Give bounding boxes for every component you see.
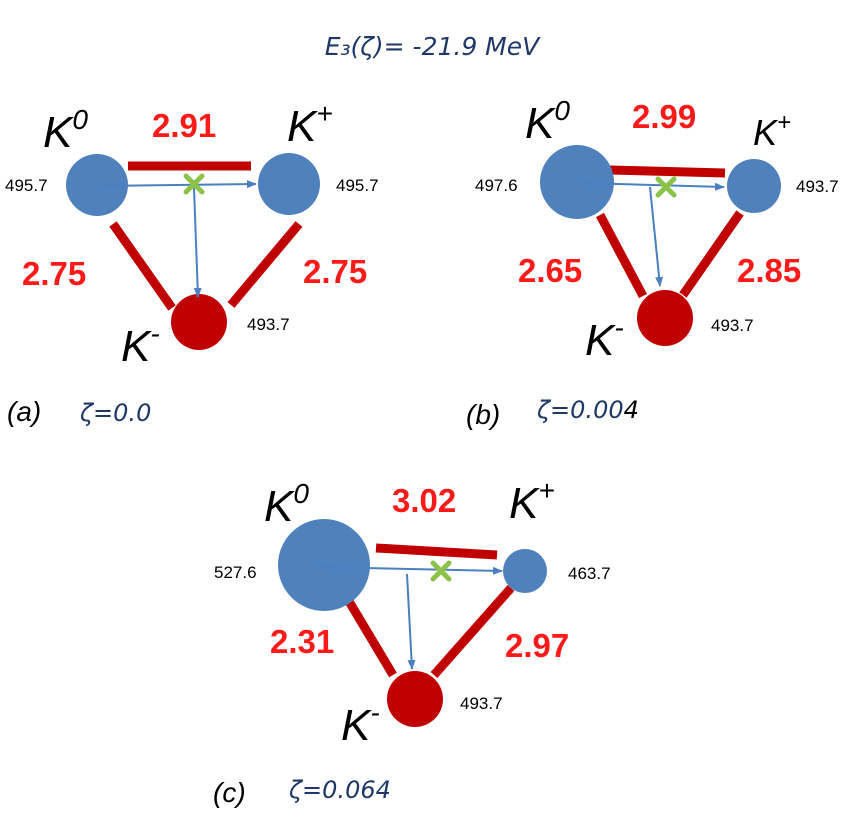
k0-mass-a: 495.7 bbox=[5, 176, 48, 195]
kminus-label-a: K- bbox=[121, 318, 160, 371]
panel-label-b: (b) bbox=[466, 399, 500, 430]
zeta-value-c: ζ=0.064 bbox=[288, 776, 391, 804]
kminus-particle-a bbox=[171, 294, 227, 350]
bond-k0-kplus-c bbox=[375, 543, 498, 560]
distance-k0-kminus-a: 2.75 bbox=[22, 255, 86, 292]
distance-k0-kplus-c: 3.02 bbox=[392, 482, 456, 519]
distance-kplus-kminus-b: 2.85 bbox=[737, 252, 801, 289]
panel-label-a: (a) bbox=[7, 396, 41, 427]
k0-particle-c bbox=[278, 519, 370, 611]
distance-k0-kminus-b: 2.65 bbox=[518, 252, 582, 289]
kminus-label-b: K- bbox=[585, 312, 624, 365]
zeta-value-a: ζ=0.0 bbox=[79, 399, 151, 427]
distance-kplus-kminus-c: 2.97 bbox=[505, 627, 569, 664]
bond-kplus-kminus-a bbox=[227, 221, 303, 308]
kplus-label-b: K+ bbox=[753, 109, 791, 153]
kplus-particle-c bbox=[503, 549, 547, 593]
k0-mass-b: 497.6 bbox=[475, 176, 518, 195]
arrow-to-kplus-c bbox=[317, 566, 503, 575]
arrow-to-kminus-b bbox=[649, 186, 664, 287]
k0-mass-c: 527.6 bbox=[214, 563, 257, 582]
kplus-mass-b: 493.7 bbox=[796, 177, 839, 196]
arrow-to-kminus-c bbox=[406, 573, 416, 670]
bond-k0-kminus-a bbox=[109, 221, 176, 311]
bond-kplus-kminus-c bbox=[430, 585, 515, 678]
distance-k0-kplus-a: 2.91 bbox=[152, 107, 216, 144]
distance-k0-kplus-b: 2.99 bbox=[632, 98, 696, 135]
kminus-particle-c bbox=[387, 671, 443, 727]
arrow-to-kminus-a bbox=[193, 187, 202, 298]
bond-k0-kminus-c bbox=[343, 595, 397, 678]
arrow-to-kplus-b bbox=[579, 182, 725, 191]
distance-k0-kminus-c: 2.31 bbox=[270, 623, 334, 660]
k0-particle-b bbox=[540, 145, 614, 219]
bond-kplus-kminus-b bbox=[679, 210, 744, 298]
kplus-particle-b bbox=[727, 159, 781, 213]
cross-icon-b bbox=[655, 176, 677, 198]
kminus-mass-a: 493.7 bbox=[247, 315, 290, 334]
figure-title: E₃(ζ)= -21.9 MeV bbox=[325, 32, 541, 61]
kminus-mass-b: 493.7 bbox=[711, 316, 754, 335]
zeta-value-b: ζ=0.004 bbox=[536, 396, 639, 424]
cross-icon-c bbox=[430, 560, 452, 582]
bond-k0-kplus-b bbox=[609, 165, 726, 178]
k0-label-a: K0 bbox=[43, 104, 88, 157]
kplus-mass-a: 495.7 bbox=[336, 176, 379, 195]
kminus-particle-b bbox=[637, 290, 693, 346]
kplus-label-a: K+ bbox=[287, 98, 333, 151]
distance-kplus-kminus-a: 2.75 bbox=[303, 253, 367, 290]
kminus-mass-c: 493.7 bbox=[460, 694, 503, 713]
k0-particle-a bbox=[66, 154, 128, 216]
kplus-mass-c: 463.7 bbox=[568, 564, 611, 583]
kplus-label-c: K+ bbox=[509, 475, 555, 528]
panel-b: K0 K+ K- 497.6 493.7 493.7 2.99 2.65 2.8… bbox=[466, 95, 839, 430]
arrow-to-kplus-a bbox=[100, 180, 257, 189]
cross-icon-a bbox=[183, 173, 205, 195]
panel-a: K0 K+ K- 495.7 495.7 493.7 2.91 2.75 2.7… bbox=[5, 98, 379, 427]
panel-c: K0 K+ K- 527.6 463.7 493.7 3.02 2.31 2.9… bbox=[213, 475, 611, 808]
kminus-label-c: K- bbox=[341, 697, 380, 750]
kplus-particle-a bbox=[258, 153, 320, 215]
k0-label-b: K0 bbox=[525, 95, 570, 148]
panel-label-c: (c) bbox=[213, 777, 246, 808]
bond-k0-kminus-b bbox=[596, 212, 647, 299]
k0-label-c: K0 bbox=[264, 478, 309, 531]
